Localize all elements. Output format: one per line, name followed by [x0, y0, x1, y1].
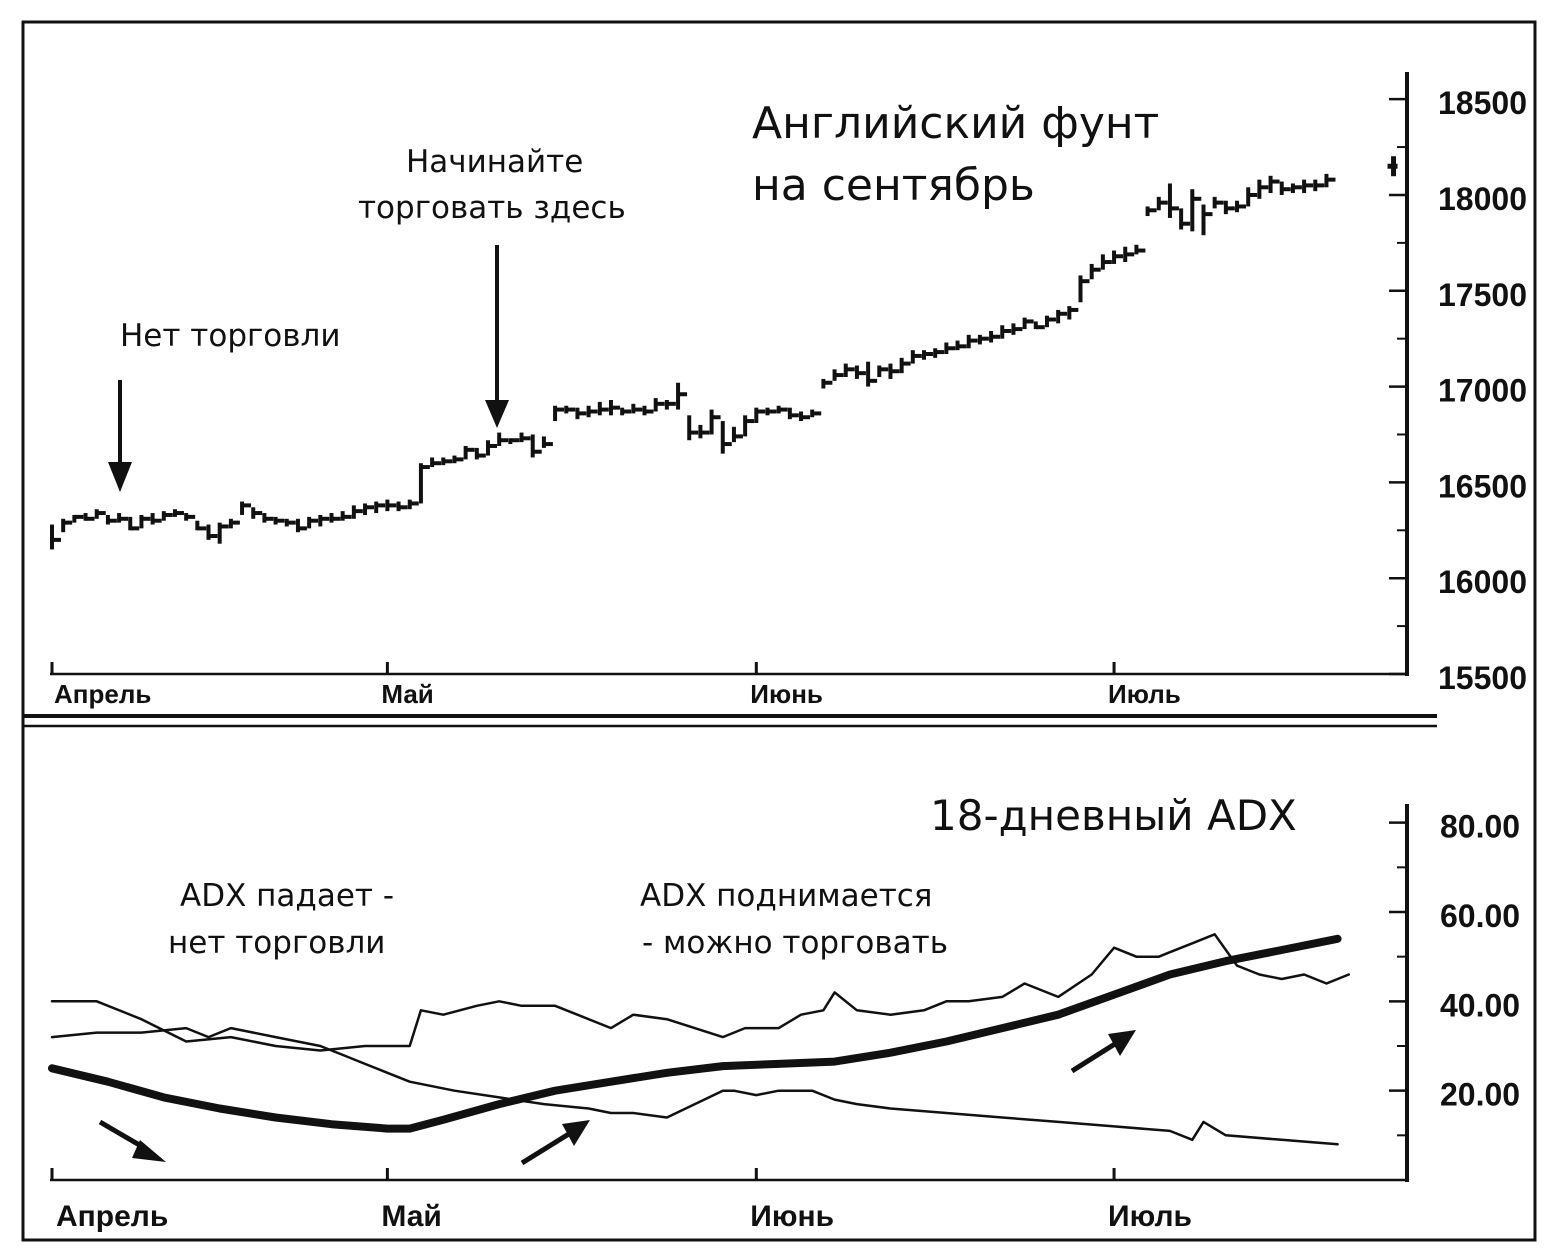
- adx-panel: 80.00 60.00 40.00 20.00 Апрель Май Июнь Июль 1…: [48, 791, 1520, 1233]
- rising-trend-arrow-1: [520, 1120, 590, 1166]
- adx-x-month-label: Июнь: [750, 1200, 834, 1233]
- adx-y-tick-label: 80.00: [1440, 809, 1520, 845]
- adx-x-month-label: Апрель: [56, 1200, 168, 1233]
- price-x-month-label: Апрель: [54, 679, 151, 709]
- adx-line-upper: [50, 933, 1351, 1052]
- start-trading-label-line-1: Начинайте: [406, 144, 583, 180]
- rising-trend-arrow-2: [1070, 1030, 1136, 1074]
- price-y-tick-label: 15500: [1438, 660, 1527, 696]
- falling-trend-arrow: [98, 1119, 166, 1162]
- price-x-month-label: Май: [381, 679, 433, 709]
- price-x-month-label: Июль: [1108, 679, 1181, 709]
- adx-y-tick-label: 40.00: [1440, 987, 1520, 1023]
- adx-rising-label-line-1: ADX поднимается: [640, 878, 932, 914]
- price-chart-title-line-1: Английский фунт: [752, 98, 1159, 149]
- price-panel: 18500 18000 17500 17000 16500 16000 15500 Апре…: [50, 72, 1527, 709]
- adx-line-adx: [48, 934, 1342, 1133]
- no-trade-arrow: [108, 380, 132, 492]
- adx-line-lower: [50, 1026, 1339, 1146]
- price-y-tick-label: 17500: [1438, 277, 1527, 313]
- adx-falling-label-line-2: нет торговли: [168, 925, 385, 961]
- adx-y-tick-label: 20.00: [1440, 1077, 1520, 1113]
- adx-x-month-label: Май: [381, 1200, 441, 1233]
- adx-rising-label-line-2: - можно торговать: [642, 925, 948, 961]
- adx-x-month-label: Июль: [1108, 1200, 1192, 1233]
- price-y-tick-label: 16500: [1438, 468, 1527, 504]
- price-chart-title-line-2: на сентябрь: [752, 160, 1035, 211]
- outer-frame: [21, 20, 1537, 1242]
- price-x-month-label: Июнь: [750, 679, 823, 709]
- start-trading-arrow: [485, 245, 509, 428]
- price-y-tick-label: 18000: [1438, 181, 1527, 217]
- price-y-tick-label: 17000: [1438, 373, 1527, 409]
- adx-falling-label-line-1: ADX падает -: [180, 878, 394, 914]
- price-y-tick-label: 18500: [1438, 85, 1527, 121]
- start-trading-label-line-2: торговать здесь: [358, 190, 626, 226]
- adx-y-tick-label: 60.00: [1440, 898, 1520, 934]
- no-trade-label: Нет торговли: [120, 318, 340, 354]
- adx-chart-title: 18-дневный ADX: [930, 791, 1297, 840]
- price-y-tick-label: 16000: [1438, 564, 1527, 600]
